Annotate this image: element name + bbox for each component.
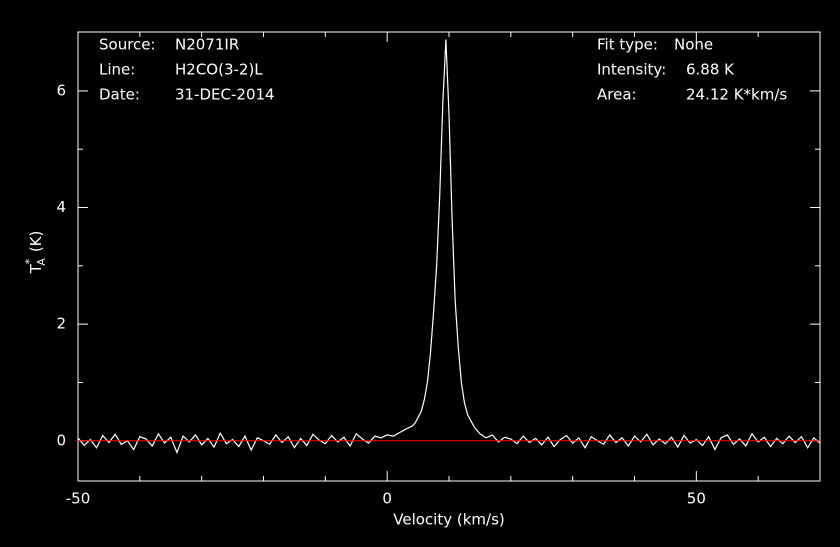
y-label-sup: * <box>23 258 36 264</box>
info-label: Date: <box>99 86 140 104</box>
info-value: None <box>674 36 713 54</box>
spectrum-line <box>77 39 821 455</box>
info-label: Intensity: <box>597 61 666 79</box>
y-label-main: T <box>27 263 45 274</box>
x-axis-label: Velocity (km/s) <box>393 511 504 529</box>
info-label: Line: <box>99 61 135 79</box>
info-label: Area: <box>597 86 637 104</box>
info-value: 6.88 K <box>686 61 735 79</box>
x-tick-label: 0 <box>382 490 392 508</box>
info-value: 24.12 K*km/s <box>686 86 787 104</box>
y-tick-label: 4 <box>56 198 66 216</box>
y-label-sub: A <box>35 258 48 266</box>
x-tick-label: -50 <box>66 490 91 508</box>
y-label-unit: (K) <box>27 231 45 253</box>
y-tick-label: 0 <box>56 431 66 449</box>
info-value: H2CO(3-2)L <box>175 61 263 79</box>
info-label: Fit type: <box>597 36 658 54</box>
y-tick-label: 2 <box>56 315 66 333</box>
y-tick-label: 6 <box>56 81 66 99</box>
info-label: Source: <box>99 36 156 54</box>
info-value: 31-DEC-2014 <box>175 86 275 104</box>
y-axis-label: T*A (K) <box>23 231 48 275</box>
info-value: N2071IR <box>175 36 239 54</box>
x-tick-label: 50 <box>687 490 706 508</box>
